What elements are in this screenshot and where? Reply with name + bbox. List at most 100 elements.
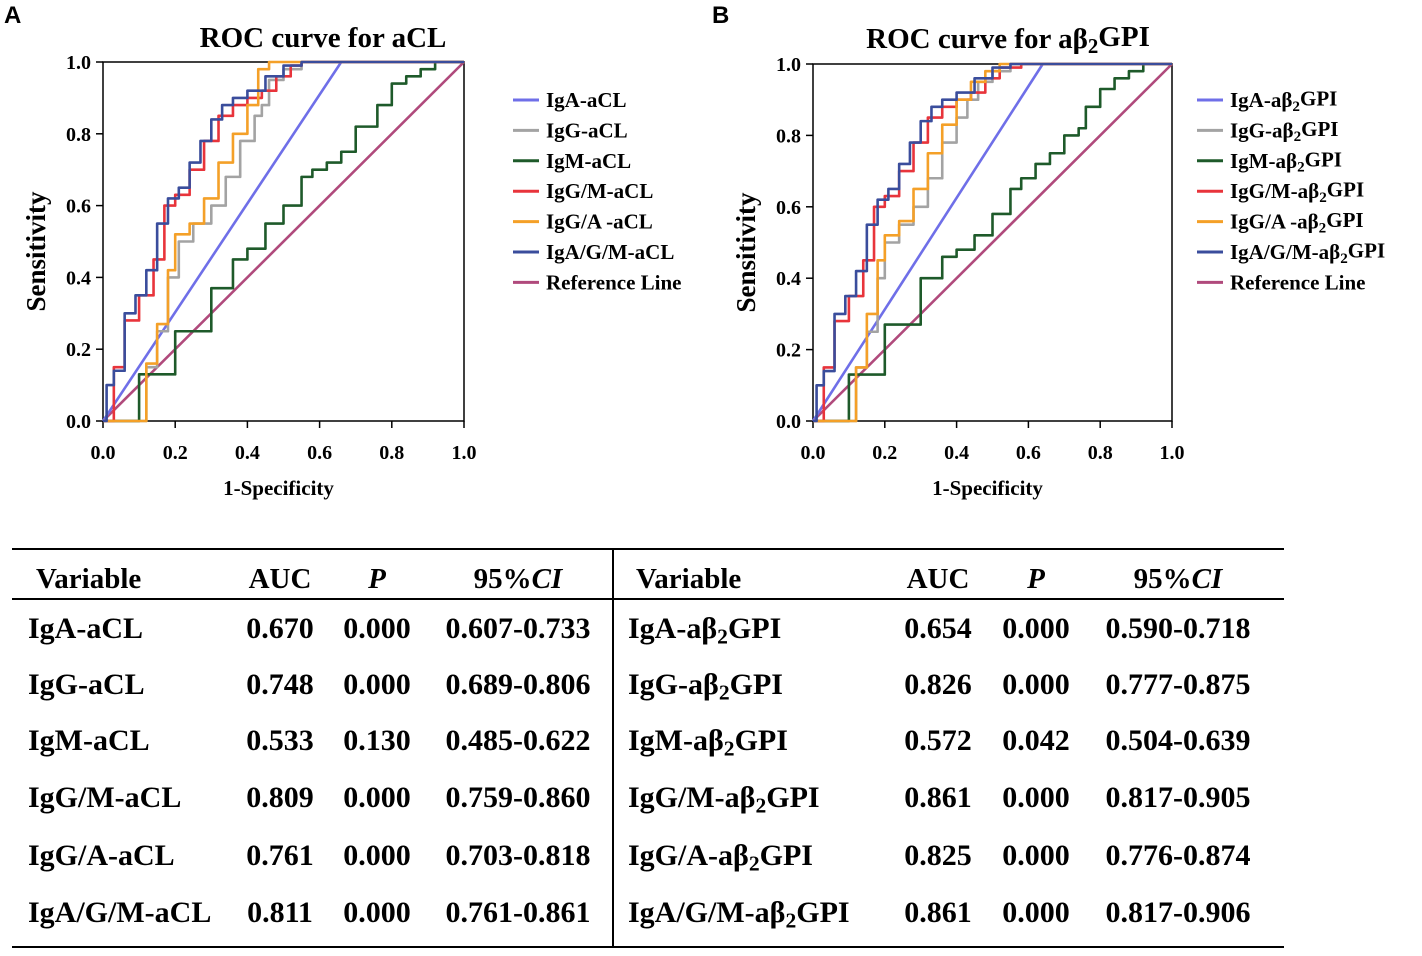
y-tick-label: 0.0 — [66, 411, 91, 433]
header-p: P — [368, 563, 386, 595]
legend-label: IgG-aCL — [546, 118, 628, 142]
header-ci: 95%CI — [473, 563, 563, 595]
cell-variable: IgA-aβ2GPI — [628, 612, 782, 649]
cell-auc: 0.826 — [904, 668, 972, 701]
cell-variable: IgG/M-aβ2GPI — [628, 781, 820, 818]
series-line-iga-g-m-a-2gpi — [813, 62, 1172, 423]
cell-auc: 0.761 — [246, 839, 314, 872]
cell-auc: 0.825 — [904, 839, 972, 872]
cell-ci: 0.590-0.718 — [1105, 612, 1251, 645]
cell-ci: 0.817-0.905 — [1105, 781, 1251, 814]
header-auc: AUC — [248, 563, 312, 595]
series-line-reference-line — [102, 61, 465, 422]
x-tick-label: 0.0 — [801, 442, 826, 464]
cell-p: 0.000 — [1002, 839, 1070, 872]
chart-title: ROC curve for aβ2​GPI — [866, 21, 1150, 58]
x-tick-label: 0.2 — [872, 442, 897, 464]
x-tick-label: 0.2 — [163, 442, 188, 464]
legend-label: IgG/M-aβ2​GPI — [1230, 178, 1364, 206]
x-tick-label: 1.0 — [1160, 442, 1185, 464]
y-tick-label: 0.8 — [66, 124, 91, 146]
cell-ci: 0.777-0.875 — [1105, 668, 1251, 701]
cell-variable: IgA/G/M-aCL — [28, 896, 212, 929]
legend-label: IgA/G/M-aβ2​GPI — [1230, 239, 1385, 267]
table-top-rule — [12, 548, 1284, 550]
cell-auc: 0.670 — [246, 612, 314, 645]
header-ci: 95%CI — [1133, 563, 1223, 595]
legend-label: IgM-aβ2​GPI — [1230, 147, 1342, 175]
x-axis-label: 1-Specificity — [223, 476, 334, 500]
series-line-igm-acl — [103, 60, 464, 423]
cell-auc: 0.654 — [904, 612, 972, 645]
cell-ci: 0.776-0.874 — [1105, 839, 1251, 872]
legend-label: IgG/M-aCL — [546, 179, 653, 203]
series-line-igg-a-acl — [103, 60, 464, 423]
cell-p: 0.000 — [1002, 781, 1070, 814]
panel-label-a: A — [4, 2, 22, 29]
y-axis-label: Sensitivity — [21, 191, 51, 312]
header-auc: AUC — [906, 563, 970, 595]
y-axis-label: Sensitivity — [731, 192, 761, 313]
cell-variable: IgA/G/M-aβ2GPI — [628, 896, 850, 933]
y-tick-label: 0.4 — [66, 267, 91, 289]
cell-p: 0.042 — [1002, 724, 1070, 757]
cell-ci: 0.759-0.860 — [445, 781, 591, 814]
legend-label: IgM-aCL — [546, 149, 631, 173]
x-tick-label: 0.4 — [235, 442, 260, 464]
x-tick-label: 0.8 — [379, 442, 404, 464]
cell-ci: 0.607-0.733 — [445, 612, 591, 645]
cell-ci: 0.504-0.639 — [1105, 724, 1251, 757]
cell-ci: 0.689-0.806 — [445, 668, 591, 701]
header-variable: Variable — [36, 563, 142, 595]
series-line-igg-a-a-2gpi — [813, 62, 1172, 423]
cell-variable: IgA-aCL — [28, 612, 144, 645]
y-tick-label: 1.0 — [66, 52, 91, 74]
panel-label-b: B — [712, 2, 730, 29]
plot-frame — [812, 63, 1173, 422]
cell-ci: 0.817-0.906 — [1105, 896, 1251, 929]
cell-ci: 0.703-0.818 — [445, 839, 591, 872]
x-tick-label: 0.6 — [1016, 442, 1041, 464]
cell-auc: 0.861 — [904, 896, 972, 929]
cell-variable: IgG/A-aβ2GPI — [628, 839, 813, 876]
cell-variable: IgM-aβ2GPI — [628, 724, 788, 761]
legend-label: IgA/G/M-aCL — [546, 240, 674, 264]
legend-label: IgA-aβ2​GPI — [1230, 87, 1337, 115]
x-axis-label: 1-Specificity — [932, 476, 1043, 500]
cell-p: 0.130 — [343, 724, 411, 757]
series-line-igg-m-acl — [103, 60, 464, 423]
cell-variable: IgG-aβ2GPI — [628, 668, 783, 705]
cell-variable: IgG-aCL — [28, 668, 145, 701]
cell-auc: 0.811 — [247, 896, 313, 929]
cell-ci: 0.485-0.622 — [445, 724, 591, 757]
cell-p: 0.000 — [343, 781, 411, 814]
cell-p: 0.000 — [1002, 668, 1070, 701]
cell-auc: 0.748 — [246, 668, 314, 701]
series-line-iga-g-m-acl — [103, 60, 464, 423]
y-tick-label: 0.8 — [776, 125, 801, 147]
y-tick-label: 0.0 — [776, 411, 801, 433]
chart-title: ROC curve for aCL — [200, 22, 447, 54]
series-line-reference-line — [812, 63, 1173, 422]
cell-p: 0.000 — [1002, 612, 1070, 645]
x-tick-label: 0.8 — [1088, 442, 1113, 464]
cell-p: 0.000 — [1002, 896, 1070, 929]
cell-ci: 0.761-0.861 — [445, 896, 591, 929]
x-tick-label: 0.6 — [307, 442, 332, 464]
legend-label: Reference Line — [546, 270, 681, 294]
legend-label: Reference Line — [1230, 270, 1365, 294]
cell-variable: IgG/A-aCL — [28, 839, 175, 872]
header-p: P — [1027, 563, 1045, 595]
table-header-rule — [12, 598, 1284, 600]
cell-p: 0.000 — [343, 839, 411, 872]
legend-label: IgG/A -aCL — [546, 210, 653, 234]
y-tick-label: 0.2 — [66, 339, 91, 361]
cell-variable: IgG/M-aCL — [28, 781, 182, 814]
cell-auc: 0.533 — [246, 724, 314, 757]
header-variable: Variable — [636, 563, 742, 595]
legend-label: IgG/A -aβ2​GPI — [1230, 208, 1364, 236]
legend-label: IgG-aβ2​GPI — [1230, 117, 1338, 145]
x-tick-label: 0.4 — [944, 442, 969, 464]
